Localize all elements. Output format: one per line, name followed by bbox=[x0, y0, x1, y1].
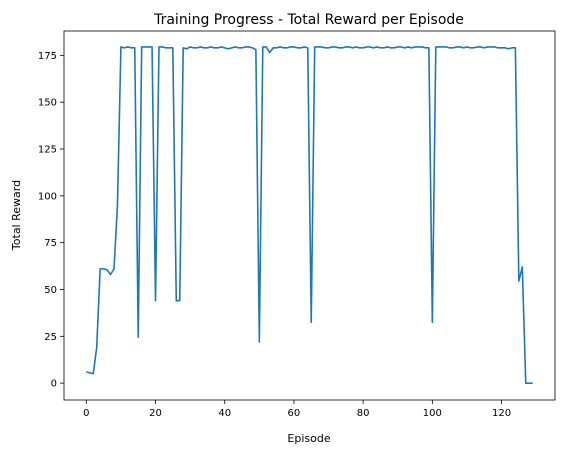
x-tick-label: 80 bbox=[357, 408, 370, 419]
axes-frame bbox=[63, 30, 556, 401]
y-tick-label: 50 bbox=[44, 285, 57, 296]
x-tick-label: 40 bbox=[218, 408, 231, 419]
y-tick-label: 25 bbox=[44, 332, 57, 343]
plot-area bbox=[86, 46, 533, 384]
x-tick-label: 120 bbox=[492, 408, 511, 419]
x-tick-label: 60 bbox=[288, 408, 301, 419]
y-tick-label: 125 bbox=[38, 145, 57, 156]
y-tick-label: 100 bbox=[38, 191, 57, 202]
reward-series-line bbox=[86, 46, 533, 384]
x-tick-label: 100 bbox=[423, 408, 442, 419]
y-tick-label: 75 bbox=[44, 238, 57, 249]
y-tick-label: 150 bbox=[38, 98, 57, 109]
x-tick-label: 0 bbox=[83, 408, 89, 419]
x-axis: 0 20 40 60 80 100 120 bbox=[83, 400, 511, 419]
y-tick-label: 175 bbox=[38, 51, 57, 62]
y-axis: 0 25 50 75 100 125 150 175 bbox=[38, 51, 64, 390]
x-axis-label: Episode bbox=[287, 432, 330, 445]
y-tick-label: 0 bbox=[51, 379, 57, 390]
y-axis-label: Total Reward bbox=[10, 180, 23, 251]
chart-title: Training Progress - Total Reward per Epi… bbox=[153, 12, 464, 28]
x-tick-label: 20 bbox=[149, 408, 162, 419]
